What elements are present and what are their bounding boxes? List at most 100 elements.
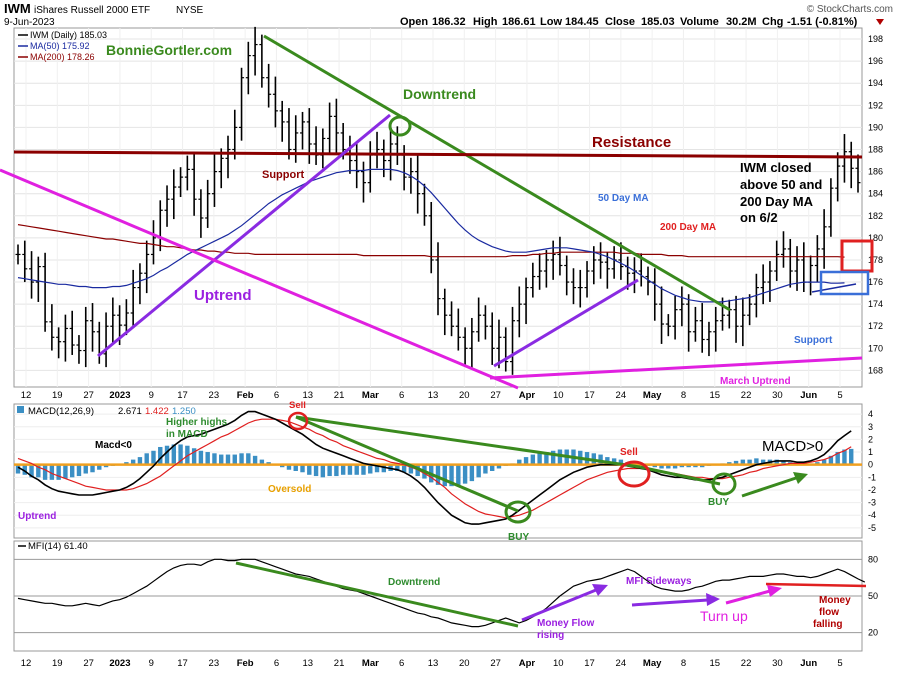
- chg-value: -1.51 (-0.81%): [787, 16, 858, 28]
- price-x-tick-label: 13: [428, 390, 439, 401]
- legend-macd-v3: 1.250: [172, 406, 196, 417]
- macd-histogram-bar: [408, 464, 414, 474]
- price-x-tick-label: Mar: [362, 390, 379, 401]
- money-rising-1: Money Flow: [537, 618, 594, 629]
- price-x-tick-label: May: [643, 390, 662, 401]
- down-arrow-icon: [876, 19, 884, 25]
- macd-histogram-bar: [496, 464, 502, 469]
- money-rising-2: rising: [537, 630, 564, 641]
- march-uptrend-line: [489, 356, 863, 380]
- macd-histogram-bar: [537, 453, 542, 465]
- mfi-arrow-3: [725, 589, 771, 605]
- mfi-x-tick-label: 17: [177, 658, 188, 669]
- mfi-x-tick-label: 30: [772, 658, 783, 669]
- macd-histogram-bar: [381, 464, 387, 473]
- mfi-arrowhead-2: [706, 593, 720, 606]
- money-falling-3: falling: [813, 619, 842, 630]
- uptrend-line: [97, 113, 391, 358]
- magenta-downtrend-line: [0, 168, 519, 390]
- macd-histogram-bar: [151, 450, 156, 465]
- macd-histogram-bar: [760, 459, 766, 465]
- watermark: © StockCharts.com: [807, 4, 893, 15]
- june-support-line: [811, 283, 857, 293]
- macd-histogram-bar: [137, 457, 143, 465]
- price-tick-label: 194: [868, 78, 883, 88]
- macd-histogram-bar: [611, 458, 617, 465]
- mfi-tick-label: 50: [868, 591, 878, 601]
- price-tick-label: 190: [868, 122, 883, 132]
- mfi-x-tick-label: 2023: [109, 658, 130, 669]
- macd-histogram-bar: [49, 464, 55, 480]
- mfi-arrow-2: [631, 598, 709, 607]
- macd-histogram-bar: [395, 464, 400, 471]
- macd-histogram-bar: [29, 464, 34, 478]
- legend-ma50: MA(50) 175.92: [30, 41, 90, 51]
- mfi-legend: MFI(14) 61.40: [18, 541, 88, 552]
- macd-histogram-bar: [361, 464, 366, 475]
- macd-histogram-bar: [97, 464, 102, 470]
- macd-histogram-bar: [259, 459, 265, 465]
- price-x-tick-label: 12: [21, 390, 32, 401]
- macd-histogram-bar: [239, 453, 244, 465]
- macd-histogram-bar: [598, 454, 603, 465]
- macd-histogram-bar: [849, 448, 854, 465]
- exchange: NYSE: [176, 5, 204, 16]
- macd-histogram-bar: [83, 464, 88, 474]
- price-x-tick-label: 22: [741, 390, 752, 401]
- price-tick-label: 182: [868, 211, 883, 221]
- macd-histogram-bar: [530, 454, 536, 465]
- mfi-tick-label: 80: [868, 554, 878, 564]
- ohlc-header: Open 186.32 High 186.61 Low 184.45 Close…: [400, 16, 884, 28]
- mfi-falling-line: [765, 582, 867, 588]
- macd-histogram-bar: [686, 464, 691, 468]
- macd-histogram-bar: [774, 459, 779, 465]
- ma50-label: 50 Day MA: [598, 193, 649, 204]
- price-tick-label: 178: [868, 255, 883, 265]
- high-value: 186.61: [502, 16, 536, 28]
- chg-label: Chg: [762, 16, 783, 28]
- macd-histogram-bar: [699, 464, 705, 468]
- sell-label-2: Sell: [620, 447, 638, 458]
- price-tick-label: 176: [868, 277, 883, 287]
- macd-histogram-bar: [347, 464, 353, 475]
- macd-sell-circle-2: [617, 460, 651, 488]
- mfi-x-tick-label: May: [643, 658, 662, 669]
- macd-green-line-2: [295, 415, 641, 469]
- macd-histogram-bar: [191, 448, 197, 465]
- macd-histogram-bar: [158, 446, 163, 465]
- price-tick-label: 192: [868, 100, 883, 110]
- mfi-downtrend-label: Downtrend: [388, 577, 440, 588]
- macd-histogram-bar: [36, 464, 41, 478]
- price-x-tick-label: Apr: [519, 390, 536, 401]
- mfi-x-tick-label: 9: [149, 658, 154, 669]
- macd-histogram-bar: [266, 462, 271, 465]
- mfi-tick-label: 20: [868, 628, 878, 638]
- macd-histogram-bar: [815, 462, 820, 465]
- price-tick-label: 186: [868, 167, 883, 177]
- macd-tick-label: -5: [868, 523, 876, 533]
- macd-tick-label: -4: [868, 510, 876, 520]
- macd-histogram-bar: [307, 464, 312, 475]
- macd-histogram-bar: [517, 459, 522, 465]
- legend-macd: MACD(12,26,9): [28, 406, 94, 417]
- macd-histogram-bar: [483, 464, 488, 474]
- price-legend: IWM (Daily) 185.03 MA(50) 175.92 MA(200)…: [18, 30, 107, 62]
- price-x-tick-label: 30: [772, 390, 783, 401]
- macd-histogram-bar: [781, 460, 786, 465]
- macd-histogram-bar: [659, 464, 664, 469]
- macd-histogram-bar: [144, 453, 149, 465]
- macd-histogram-bar: [286, 464, 292, 470]
- date: 9-Jun-2023: [4, 17, 55, 28]
- price-x-tick-label: 23: [209, 390, 220, 401]
- macd-histogram-bar: [232, 454, 237, 465]
- macd-histogram-bar: [544, 452, 549, 465]
- legend-macd-v2: 1.422: [145, 406, 169, 417]
- price-x-tick-label: 19: [52, 390, 63, 401]
- mfi-x-tick-label: 22: [741, 658, 752, 669]
- macd-histogram-bar: [69, 464, 75, 478]
- mfi-x-tick-label: Apr: [519, 658, 536, 669]
- higher-highs-2: in MACD: [166, 429, 208, 440]
- macd-tick-label: 2: [868, 434, 873, 444]
- low-label: Low: [540, 16, 562, 28]
- macd-histogram-bar: [374, 464, 380, 473]
